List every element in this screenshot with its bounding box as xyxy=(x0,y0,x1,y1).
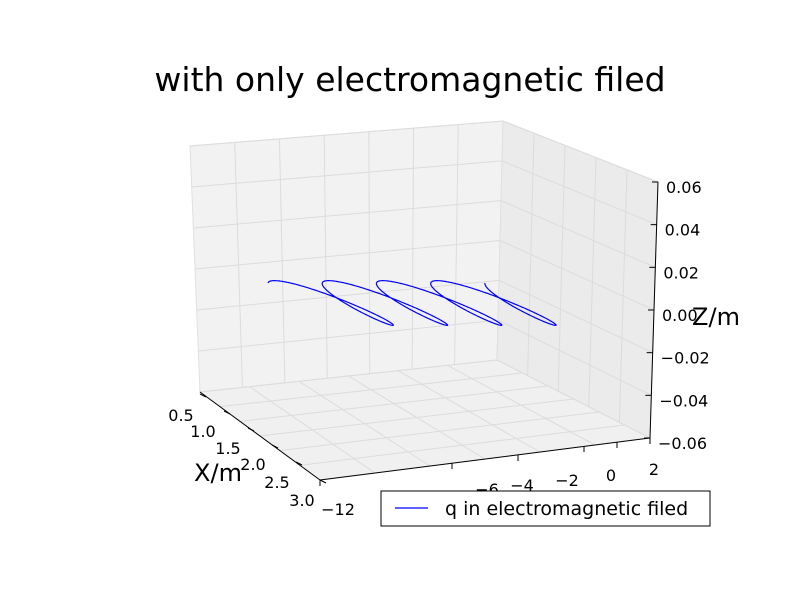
grid-line xyxy=(198,319,652,396)
x-tick-mark xyxy=(223,410,231,415)
x-tick-labels: 0.51.01.52.02.53.0 xyxy=(168,393,327,510)
x-axis-line xyxy=(199,391,321,481)
z-tick-label: −0.06 xyxy=(658,434,707,453)
y-tick-label: −2 xyxy=(555,471,579,490)
grid-line xyxy=(194,239,655,311)
x-tick-mark xyxy=(319,479,327,484)
z-axis-label: Z/m xyxy=(692,303,740,331)
legend: q in electromagnetic filed xyxy=(380,490,711,527)
legend-label: q in electromagnetic filed xyxy=(445,498,688,520)
x-tick-label: 0.5 xyxy=(168,406,193,425)
grid-line xyxy=(588,157,597,407)
y-tick-labels: −12−6 −4 −2 0 2 xyxy=(319,438,659,519)
grid-line xyxy=(196,279,653,354)
grid-line xyxy=(191,160,657,226)
series-line-q xyxy=(267,280,557,326)
z-tick-label: 0.00 xyxy=(662,306,698,325)
x-tick-label: 1.5 xyxy=(215,439,240,458)
z-tick-label: 0.04 xyxy=(665,221,701,240)
x-tick-mark xyxy=(295,461,303,466)
grid-line xyxy=(298,380,431,467)
grid-line xyxy=(348,375,486,460)
y-tick-label: −12 xyxy=(321,500,355,519)
grid-line xyxy=(618,169,628,423)
y-tick-label: −4 xyxy=(510,476,534,495)
z-tick-label: 0.02 xyxy=(663,263,699,282)
grid-line xyxy=(447,364,596,446)
x-tick-label: 1.0 xyxy=(190,422,215,441)
x-tick-label: 3.0 xyxy=(289,491,314,510)
legend-box xyxy=(380,490,711,527)
grid-line xyxy=(397,370,541,453)
z-tick-label: −0.04 xyxy=(659,391,708,410)
x-tick-mark xyxy=(247,427,255,432)
grid-line xyxy=(189,120,659,183)
z-tick-label: −0.02 xyxy=(661,349,710,368)
x-tick-mark xyxy=(199,393,207,398)
grid-lines xyxy=(189,120,659,474)
x-tick-label: 2.0 xyxy=(240,455,265,474)
y-axis-line xyxy=(319,437,651,481)
x-axis-label: X/m xyxy=(194,459,242,487)
x-tick-mark xyxy=(271,444,279,449)
x-tick-label: 2.5 xyxy=(264,473,289,492)
z-tick-label: 0.06 xyxy=(666,178,702,197)
grid-line xyxy=(249,386,376,474)
grid-line xyxy=(193,200,656,268)
grid-line xyxy=(557,145,566,392)
y-tick-label: 0 xyxy=(606,466,616,485)
y-tick-label: 2 xyxy=(649,460,659,479)
chart-title: with only electromagnetic filed xyxy=(154,60,665,99)
z-tick-labels: 0.06 0.04 0.02 0.00 −0.02 −0.04 −0.06 xyxy=(644,178,710,453)
grid-line xyxy=(527,133,535,376)
